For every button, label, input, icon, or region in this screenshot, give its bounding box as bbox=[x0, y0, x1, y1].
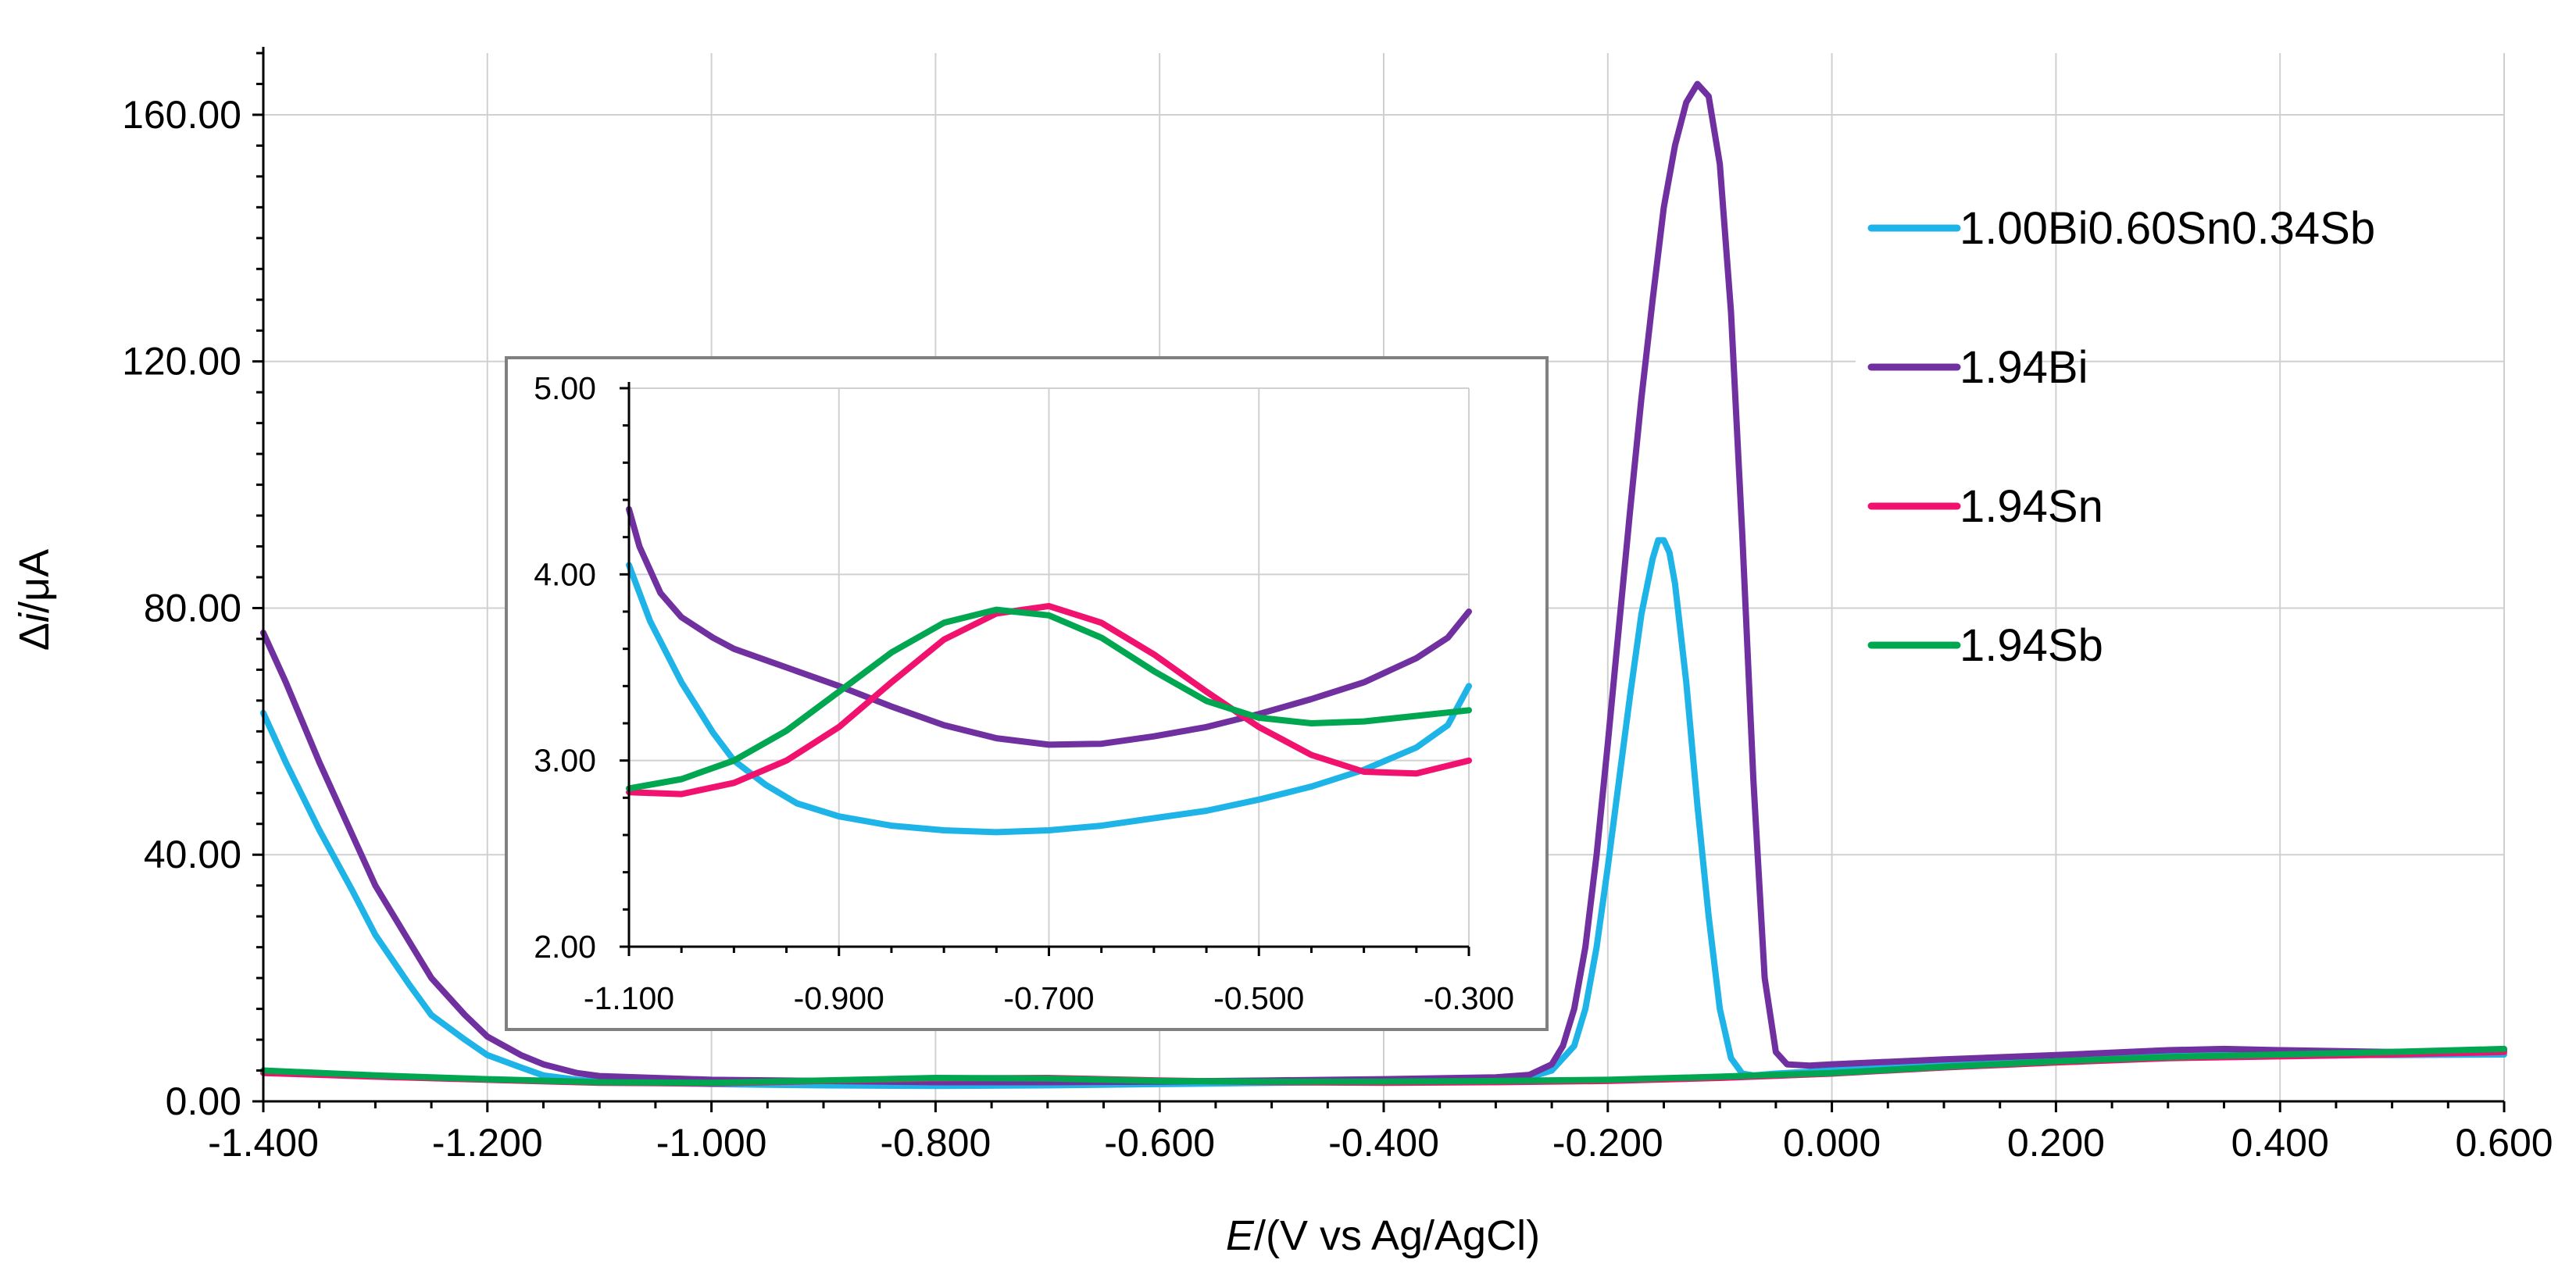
x-axis-title: E/(V vs Ag/AgCl) bbox=[1226, 1212, 1540, 1259]
inset-series bbox=[626, 505, 1472, 836]
inset-y-tick-label: 5.00 bbox=[534, 370, 596, 406]
legend-label: 1.94Sn bbox=[1960, 481, 2103, 532]
inset-y-tick-label: 3.00 bbox=[534, 743, 596, 779]
main-x-tick-label: -0.800 bbox=[881, 1121, 991, 1165]
main-x-tick-label: 0.600 bbox=[2455, 1121, 2553, 1165]
legend-label: 1.94Bi bbox=[1960, 342, 2088, 393]
inset-series-1.00Bi0.60Sn0.34Sb bbox=[626, 562, 1472, 836]
inset-axes: 2.00 3.00 4.00 5.00 -1.100 -0.900 -0.700 -0.500… bbox=[534, 370, 1514, 1016]
inset-x-tick-label: -1.100 bbox=[584, 980, 674, 1016]
main-x-tick-label: -0.600 bbox=[1104, 1121, 1215, 1165]
y-axis-title: Δi/μA bbox=[11, 549, 58, 651]
inset-y-tick-label: 2.00 bbox=[534, 929, 596, 965]
inset-x-tick-label: -0.500 bbox=[1213, 980, 1304, 1016]
main-x-tick-label: -1.000 bbox=[656, 1121, 767, 1165]
legend-label: 1.00Bi0.60Sn0.34Sb bbox=[1960, 203, 2375, 254]
inset-series-1.94Sb bbox=[626, 606, 1472, 792]
main-x-tick-label: -1.400 bbox=[208, 1121, 319, 1165]
legend-label: 1.94Sb bbox=[1960, 620, 2103, 671]
main-x-tick-label: -0.200 bbox=[1552, 1121, 1663, 1165]
main-series-1.94Sb bbox=[260, 1045, 2507, 1087]
inset-x-tick-label: -0.300 bbox=[1424, 980, 1514, 1016]
main-series bbox=[260, 80, 2507, 1090]
inset-x-tick-label: -0.900 bbox=[794, 980, 884, 1016]
main-y-tick-label: 160.00 bbox=[122, 93, 241, 137]
main-series-1.94Bi bbox=[260, 80, 2507, 1086]
legend: 1.00Bi0.60Sn0.34Sb 1.94Bi 1.94Sn 1.94Sb bbox=[1856, 203, 2375, 671]
main-x-tick-label: -1.200 bbox=[432, 1121, 543, 1165]
main-y-tick-label: 120.00 bbox=[122, 340, 241, 384]
main-x-tick-label: 0.200 bbox=[2007, 1121, 2105, 1165]
main-y-tick-label: 80.00 bbox=[144, 586, 241, 630]
inset-y-tick-label: 4.00 bbox=[534, 556, 596, 592]
inset-x-tick-label: -0.700 bbox=[1003, 980, 1094, 1016]
main-x-tick-label: 0.000 bbox=[1783, 1121, 1881, 1165]
main-y-tick-label: 0.00 bbox=[166, 1079, 241, 1123]
main-x-tick-label: 0.400 bbox=[2231, 1121, 2329, 1165]
inset-panel: 2.00 3.00 4.00 5.00 -1.100 -0.900 -0.700 -0.500… bbox=[505, 356, 1549, 1031]
main-x-tick-label: -0.400 bbox=[1328, 1121, 1439, 1165]
inset-series-1.94Sn bbox=[626, 602, 1472, 798]
main-y-tick-label: 40.00 bbox=[144, 833, 241, 876]
inset-border bbox=[505, 356, 1549, 1031]
inset-series-1.94Bi bbox=[626, 505, 1472, 748]
main-axes: 0.00 40.00 80.00 120.00 160.00 -1.400 -1.200 -1… bbox=[122, 47, 2553, 1165]
